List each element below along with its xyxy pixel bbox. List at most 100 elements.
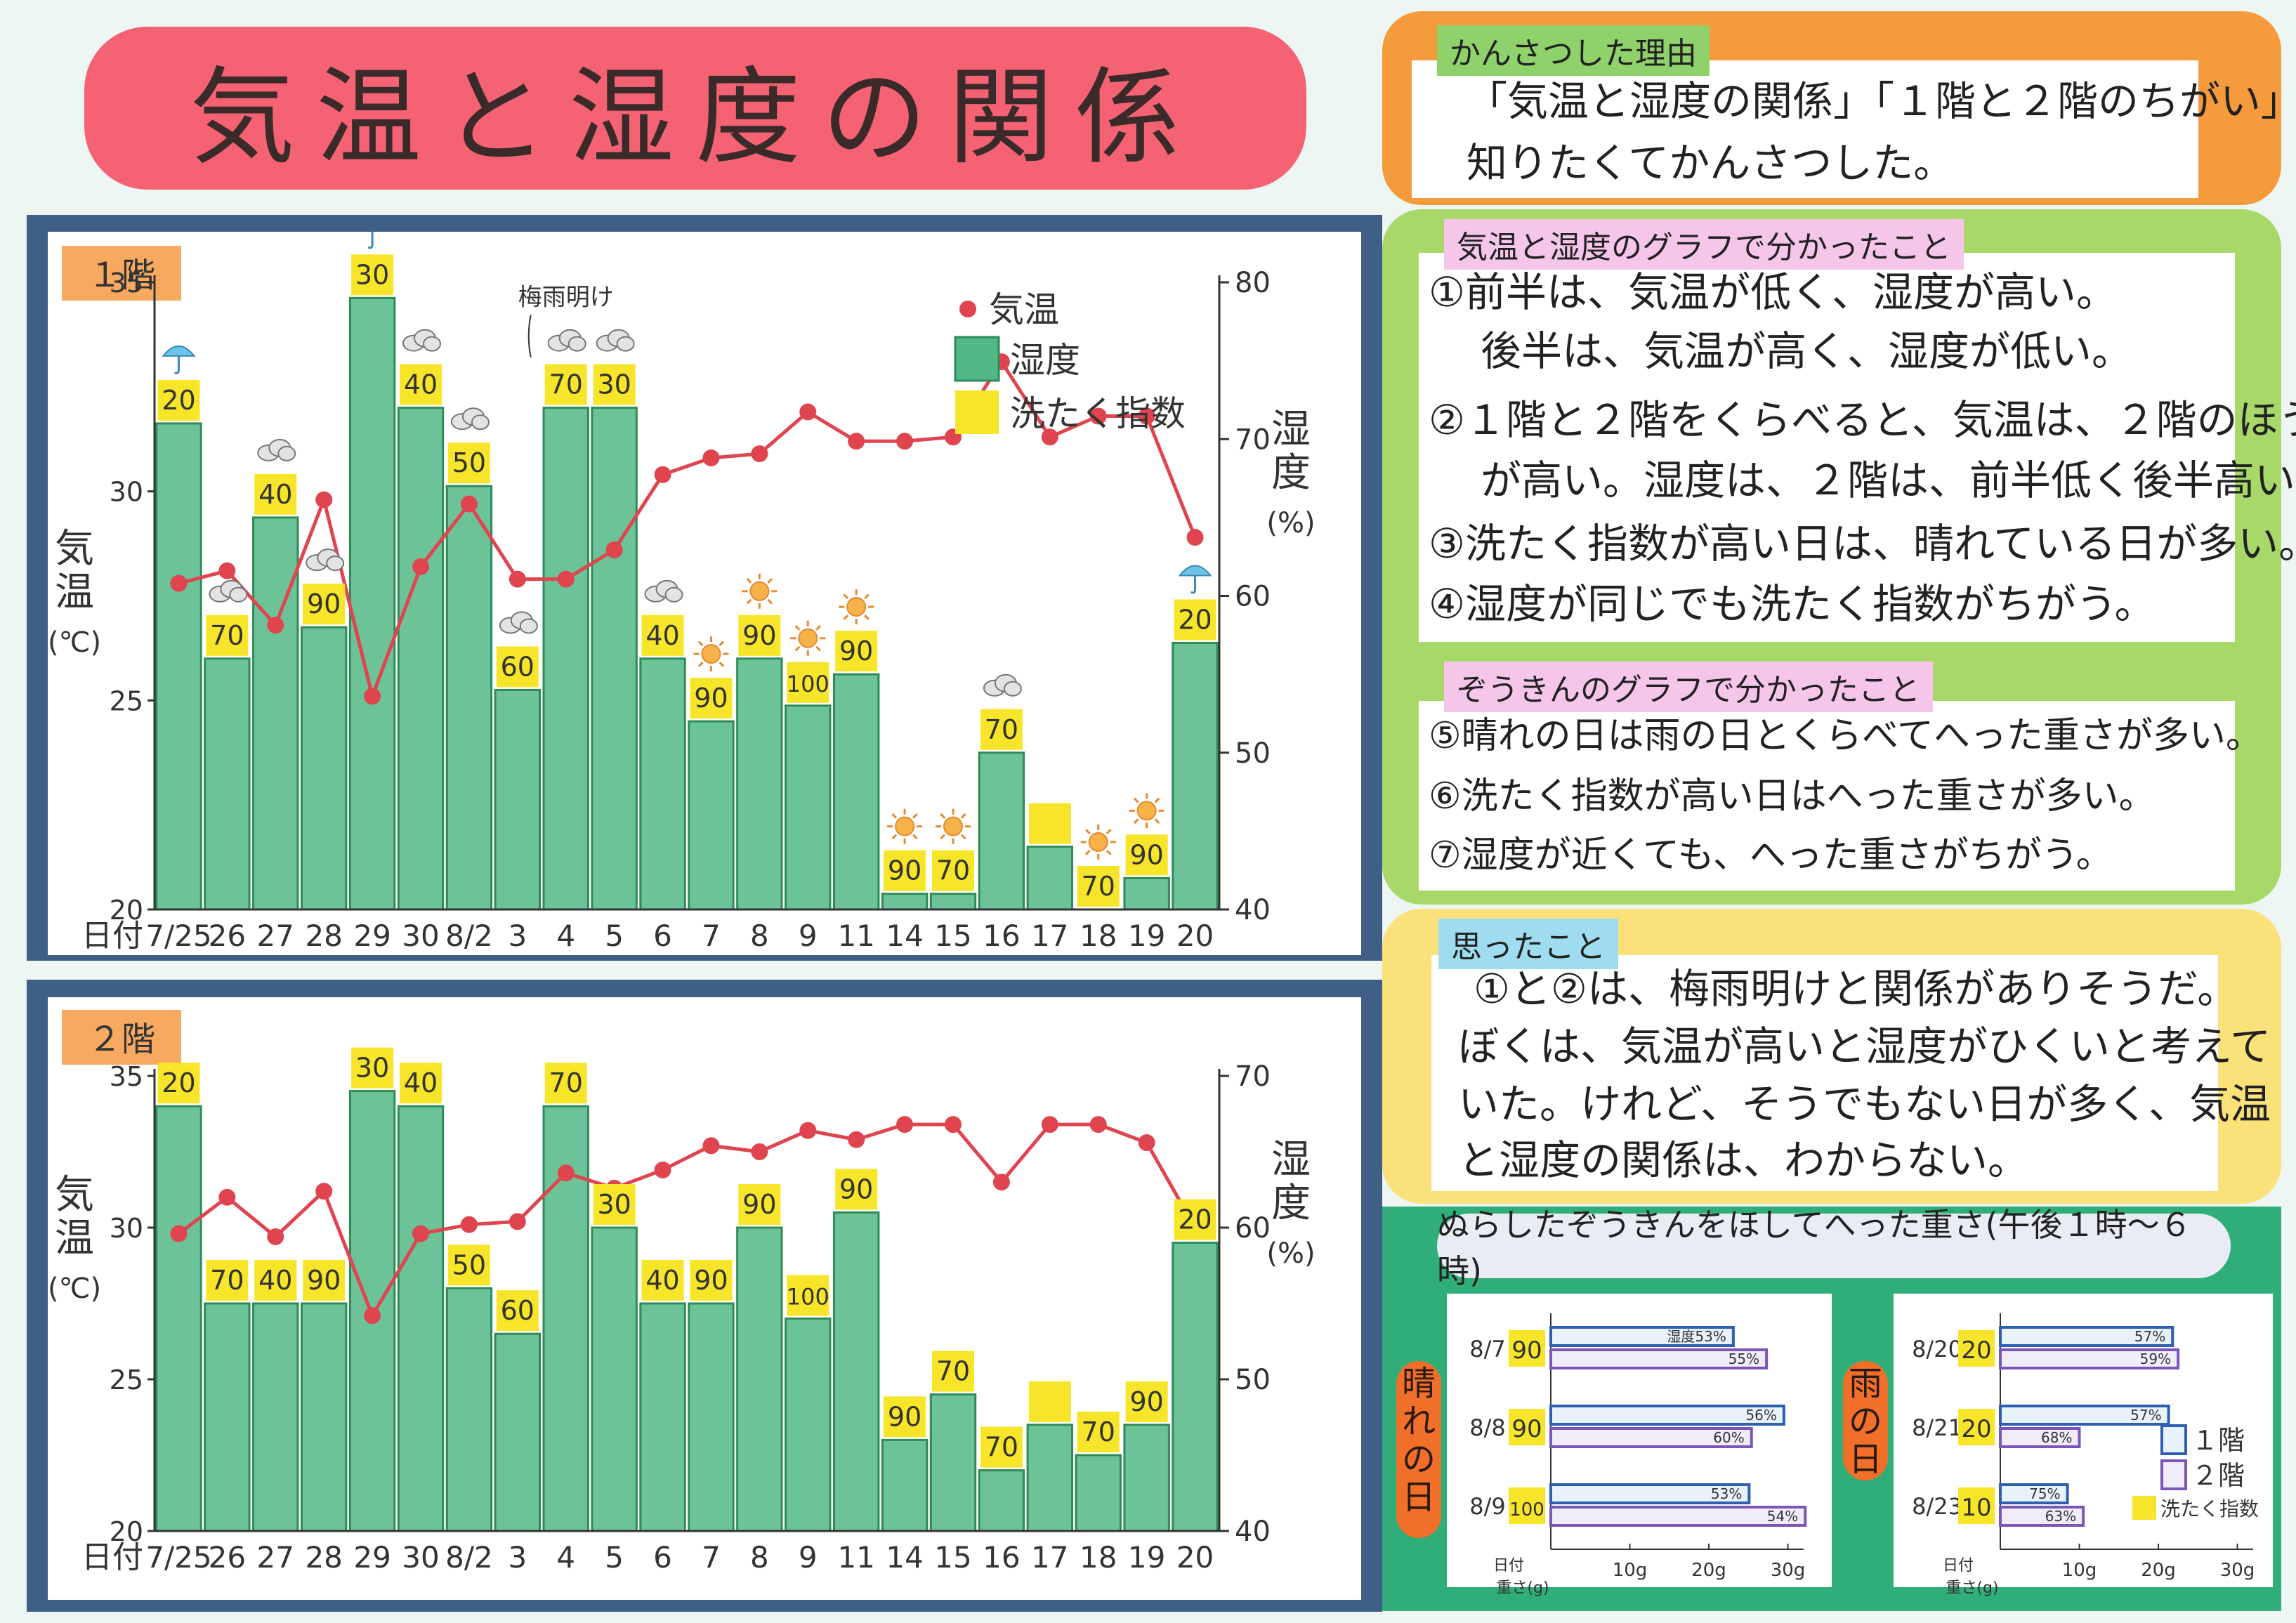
humidity-bar-2 bbox=[252, 1302, 299, 1532]
temperature-point-18 bbox=[1041, 428, 1058, 446]
rainy-day-label-0: 雨 bbox=[1849, 1364, 1882, 1403]
sunny-day-label-1: れ bbox=[1402, 1402, 1436, 1441]
temperature-line bbox=[177, 1122, 1197, 1320]
sun-ray-14 bbox=[864, 615, 870, 620]
annotation-bracket bbox=[527, 315, 532, 357]
date-label-12: 8 bbox=[750, 919, 769, 953]
reason-tag: かんさつした理由 bbox=[1437, 25, 1710, 76]
index-tag-3 bbox=[303, 1260, 346, 1301]
floor1-weight-bar-1 bbox=[1549, 1405, 1785, 1426]
weight-weight-label: 重さ(g) bbox=[1496, 1579, 1549, 1597]
sun-icon-11 bbox=[701, 644, 721, 664]
legend-humidity-label: 湿度 bbox=[1010, 340, 1080, 381]
date-label-7: 3 bbox=[508, 1540, 527, 1575]
sun-ray-19 bbox=[1106, 849, 1112, 855]
humidity-bar-12 bbox=[736, 657, 783, 911]
thought-line: と湿度の関係は、わからない。 bbox=[1458, 1136, 2029, 1184]
index-label-5: 40 bbox=[404, 1067, 438, 1098]
temperature-point-12 bbox=[751, 1143, 768, 1160]
weight-index-tag-0 bbox=[1958, 1330, 1995, 1367]
floor1-humidity-2: 53% bbox=[1711, 1485, 1742, 1502]
index-tag-12 bbox=[738, 615, 781, 656]
index-label-19: 70 bbox=[1082, 1417, 1115, 1447]
thoughts-tag: 思ったこと bbox=[1438, 919, 1618, 969]
index-label-6: 50 bbox=[452, 1249, 486, 1280]
weight-index-0: 20 bbox=[1961, 1336, 1991, 1365]
index-tag-13 bbox=[787, 662, 829, 703]
humidity-tick-label-4: 80 bbox=[1235, 267, 1271, 299]
weight-index-1: 90 bbox=[1511, 1415, 1542, 1443]
reason-line: 知りたくてかんさつした。 bbox=[1467, 139, 1955, 187]
legend-index-marker bbox=[2132, 1496, 2156, 1520]
index-tag-4 bbox=[351, 254, 394, 296]
weight-date-label: 日付 bbox=[1493, 1557, 1524, 1575]
sun-icon-19 bbox=[1088, 832, 1108, 852]
reason-panel: かんさつした理由 「気温と湿度の関係」「１階と２階のちがい」が 知りたくてかんさ… bbox=[1382, 11, 2296, 205]
temp-tick-label-2: 30 bbox=[110, 1213, 143, 1244]
findings-tag: 気温と湿度のグラフで分かったこと bbox=[1444, 219, 1964, 270]
index-tag-15 bbox=[884, 1396, 926, 1438]
humidity-bar-7 bbox=[494, 688, 542, 911]
index-label-4: 30 bbox=[355, 259, 389, 290]
index-tag-16 bbox=[932, 850, 974, 891]
sun-ray-12 bbox=[767, 598, 773, 605]
sunny-day-label-3: 日 bbox=[1402, 1478, 1436, 1517]
humidity-tick-label-2: 60 bbox=[1235, 581, 1271, 613]
temp-tick-label-3: 35 bbox=[110, 268, 143, 298]
floor2-humidity-0: 55% bbox=[1728, 1351, 1759, 1367]
weight-tick-label-2: 30g bbox=[2220, 1560, 2255, 1581]
date-label-0: 7/25 bbox=[145, 919, 211, 953]
floor-tag: １階 bbox=[88, 256, 155, 295]
humidity-bar-15 bbox=[881, 1438, 929, 1532]
floor1-humidity-0: 57% bbox=[2134, 1328, 2165, 1345]
temperature-point-10 bbox=[654, 1161, 671, 1178]
sun-ray-16 bbox=[960, 813, 966, 819]
index-label-21: 20 bbox=[1178, 604, 1212, 635]
index-label-0: 20 bbox=[162, 1067, 195, 1098]
index-label-4: 30 bbox=[355, 1053, 389, 1084]
weight-date-1: 8/21 bbox=[1912, 1414, 1962, 1441]
sun-icon-20 bbox=[1136, 801, 1157, 821]
date-label-10: 6 bbox=[653, 1540, 672, 1575]
humidity-bar-1 bbox=[204, 657, 251, 911]
humidity-bar-14 bbox=[832, 1211, 880, 1532]
sun-icon-14 bbox=[846, 597, 867, 617]
humidity-bar-21 bbox=[1172, 1242, 1219, 1532]
index-tag-0 bbox=[157, 379, 200, 421]
index-label-6: 50 bbox=[452, 447, 486, 478]
temp-tick-label-1: 25 bbox=[110, 685, 143, 716]
floor-tag: ２階 bbox=[88, 1020, 155, 1059]
date-label-6: 8/2 bbox=[445, 1540, 493, 1575]
index-tag-1 bbox=[206, 1260, 249, 1301]
weight-index-tag-2 bbox=[1509, 1487, 1545, 1524]
temperature-point-18 bbox=[1041, 1116, 1058, 1134]
temperature-point-12 bbox=[751, 445, 768, 463]
floor2-humidity-1: 60% bbox=[1713, 1429, 1744, 1446]
index-label-9: 30 bbox=[597, 1189, 631, 1220]
date-label-0: 7/25 bbox=[145, 1540, 211, 1575]
date-label-21: 20 bbox=[1176, 919, 1214, 953]
sun-ray-20 bbox=[1154, 818, 1160, 824]
floor2-weight-bar-0 bbox=[1549, 1348, 1769, 1369]
index-tag-3 bbox=[303, 584, 346, 625]
floor1-weight-bar-0 bbox=[1999, 1326, 2174, 1347]
index-tag-20 bbox=[1125, 1381, 1168, 1422]
temperature-point-1 bbox=[218, 562, 236, 579]
temp-axis-label-2: 温 bbox=[55, 1216, 94, 1261]
weight-index-tag-1 bbox=[1958, 1409, 1995, 1445]
floor1-humidity-1: 57% bbox=[2130, 1407, 2161, 1424]
index-label-0: 20 bbox=[162, 385, 195, 416]
humidity-tick-label-2: 60 bbox=[1235, 1212, 1271, 1244]
temperature-point-11 bbox=[702, 1137, 720, 1155]
date-label-4: 29 bbox=[353, 1540, 391, 1575]
tsuyuake-annotation: 梅雨明け bbox=[518, 284, 614, 312]
temperature-point-1 bbox=[218, 1188, 236, 1206]
cloud-icon-8 bbox=[568, 336, 586, 352]
finding-line: ③洗たく指数が高い日は、晴れている日が多い。 bbox=[1429, 520, 2296, 567]
floor1-humidity-2: 75% bbox=[2029, 1485, 2060, 1502]
temperature-point-7 bbox=[509, 1213, 526, 1230]
cloud-icon-5 bbox=[423, 336, 441, 352]
humidity-bar-2 bbox=[252, 516, 299, 911]
date-label-1: 26 bbox=[209, 919, 246, 953]
date-label-19: 18 bbox=[1080, 919, 1117, 953]
